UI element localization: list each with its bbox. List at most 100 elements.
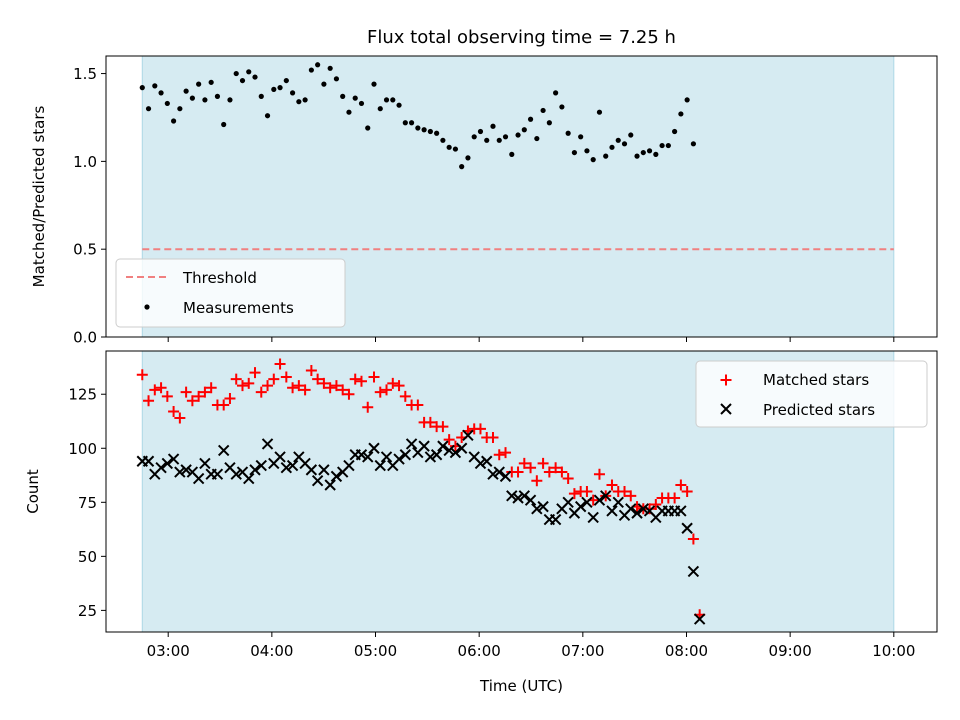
predicted-star-point (161, 457, 174, 470)
y-tick-label: 100 (68, 440, 97, 458)
x-tick-label: 07:00 (561, 642, 604, 660)
measurement-point (158, 90, 164, 96)
predicted-star-point (512, 492, 524, 504)
measurement-point (621, 141, 628, 147)
predicted-star-point (681, 522, 693, 534)
predicted-star-point (405, 438, 418, 450)
measurement-point (452, 146, 459, 152)
measurement-point (315, 62, 321, 68)
measurement-point (308, 67, 314, 73)
predicted-star-point (174, 466, 186, 478)
chart-title: Flux total observing time = 7.25 h (367, 27, 676, 48)
top-legend: Threshold Measurements (115, 258, 346, 328)
measurement-point (427, 128, 433, 135)
measurement-point (459, 164, 465, 170)
predicted-star-point (280, 462, 293, 474)
measurement-point (584, 148, 590, 154)
measurement-point (421, 127, 427, 133)
legend-label: Threshold (182, 269, 257, 287)
measurement-point (358, 100, 365, 107)
matched-star-point (168, 406, 180, 418)
matched-star-point (149, 384, 161, 396)
predicted-star-point (493, 466, 505, 478)
measurement-point (177, 106, 183, 112)
measurement-point (484, 137, 490, 143)
measurement-point (434, 130, 440, 136)
predicted-star-point (675, 505, 687, 517)
x-tick-label: 06:00 (458, 642, 501, 660)
matched-star-point (255, 386, 267, 398)
measurement-point (415, 125, 421, 131)
measurement-point (196, 81, 202, 87)
measurement-point (653, 151, 659, 157)
predicted-star-point (562, 496, 574, 509)
matched-star-point (193, 390, 205, 402)
measurement-point (640, 149, 646, 156)
measurement-point (571, 149, 578, 156)
predicted-star-point (462, 429, 474, 442)
predicted-star-point (687, 565, 700, 578)
matched-star-point (412, 399, 424, 411)
matched-star-point (218, 399, 230, 411)
matched-star-point (518, 457, 530, 469)
matched-star-point (249, 367, 261, 379)
measurement-point (264, 113, 271, 119)
top-x-ticks (167, 337, 895, 342)
matched-star-point (174, 412, 186, 424)
bottom-plot-frame (105, 350, 938, 633)
top-y-axis-label: Matched/Predicted stars (30, 106, 48, 288)
matched-star-point (399, 390, 411, 402)
measurement-point (340, 93, 346, 99)
y-tick-label: 50 (78, 548, 97, 566)
measurement-point (183, 88, 189, 94)
measurement-point (208, 79, 214, 85)
matched-star-point (625, 490, 637, 502)
measurement-point (396, 102, 402, 108)
predicted-star-point (192, 472, 205, 485)
measurement-point (139, 85, 145, 91)
matched-star-point (143, 395, 155, 407)
predicted-star-point (330, 470, 343, 483)
matched-stars-points (136, 358, 706, 621)
predicted-star-point (142, 455, 155, 467)
x-tick-label: 04:00 (250, 642, 293, 660)
predicted-star-point (549, 513, 562, 526)
predicted-star-point (581, 496, 593, 509)
measurement-point (527, 116, 534, 122)
matched-star-point (155, 382, 167, 394)
measurement-point (490, 123, 496, 129)
measurement-point (565, 130, 571, 136)
measurement-point (646, 148, 653, 154)
predicted-star-point (443, 444, 455, 457)
matched-star-point (324, 382, 336, 394)
matched-star-point (487, 431, 499, 443)
measurement-point (145, 106, 152, 112)
predicted-star-point (155, 462, 167, 474)
y-tick-label: 0.5 (73, 241, 97, 259)
matched-star-point (280, 371, 292, 383)
y-tick-label: 125 (68, 386, 97, 404)
predicted-star-point (311, 474, 324, 487)
matched-star-point (687, 533, 699, 545)
measurement-point (615, 137, 621, 143)
predicted-star-point (274, 451, 286, 463)
measurement-point (252, 74, 258, 80)
matched-star-point (274, 358, 286, 370)
measurement-point (471, 134, 477, 140)
measurement-point (289, 90, 296, 96)
predicted-star-point (199, 457, 211, 470)
matched-star-point (387, 377, 399, 389)
y-tick-label: 0.0 (73, 329, 97, 347)
x-tick-label: 05:00 (354, 642, 397, 660)
measurement-point (603, 153, 609, 159)
measurement-point (659, 142, 665, 149)
predicted-star-point (518, 490, 531, 502)
predicted-star-point (637, 503, 650, 515)
predicted-star-point (286, 459, 299, 472)
matched-star-point (186, 395, 198, 407)
matched-star-point (262, 380, 274, 392)
measurement-point (371, 81, 377, 87)
predicted-star-point (249, 464, 261, 476)
measurement-point (221, 121, 227, 128)
